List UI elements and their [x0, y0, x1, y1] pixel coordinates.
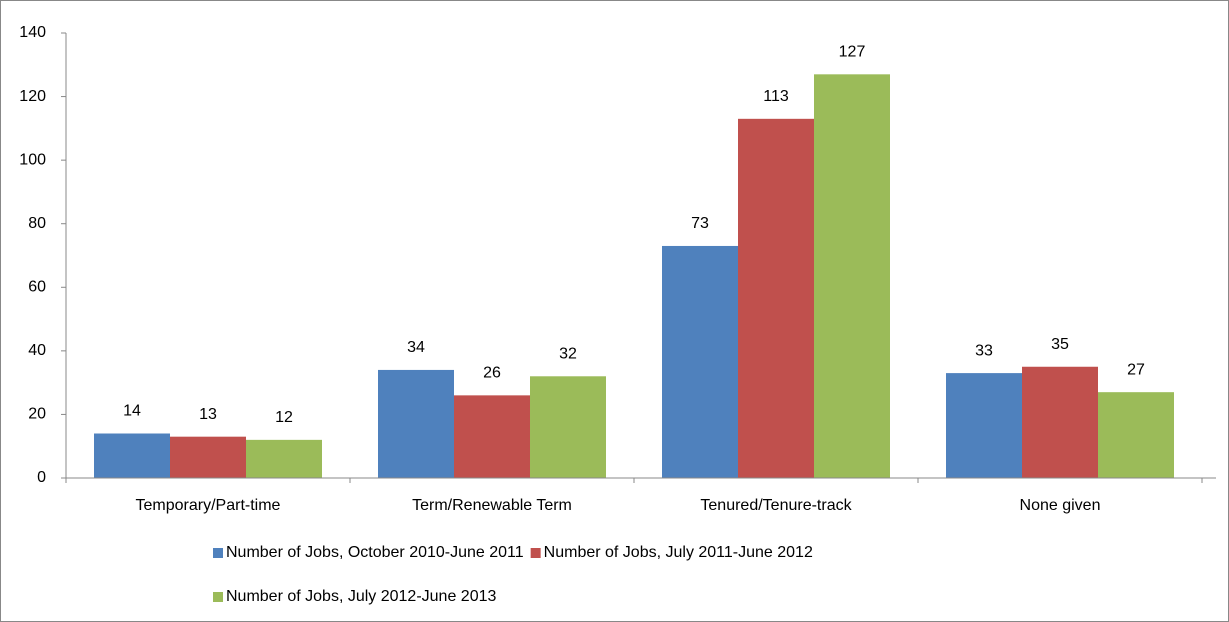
data-label: 32	[559, 346, 577, 363]
data-label: 33	[975, 342, 993, 359]
bar	[1022, 366, 1098, 478]
data-label: 113	[763, 88, 789, 105]
data-label: 34	[407, 339, 425, 356]
y-tick-label: 140	[19, 24, 46, 41]
legend-label: Number of Jobs, July 2012-June 2013	[226, 588, 496, 605]
legend-swatch	[530, 548, 541, 558]
y-tick-label: 0	[37, 469, 46, 486]
bar	[662, 245, 738, 478]
bar	[1098, 392, 1174, 478]
legend-label: Number of Jobs, July 2011-June 2012	[544, 544, 813, 561]
data-label: 73	[691, 215, 709, 232]
y-tick-label: 60	[28, 279, 46, 296]
bar	[738, 118, 814, 479]
y-tick-label: 40	[28, 342, 46, 359]
bar	[454, 395, 530, 478]
data-label: 26	[483, 365, 501, 382]
x-tick-label: Temporary/Part-time	[136, 497, 281, 514]
bar	[378, 369, 454, 478]
y-tick-label: 20	[28, 406, 46, 423]
data-label: 12	[275, 409, 293, 426]
bar	[170, 436, 246, 478]
data-label: 127	[839, 44, 866, 61]
x-tick-label: Tenured/Tenure-track	[700, 497, 852, 514]
bar	[946, 373, 1022, 478]
legend-swatch	[213, 592, 223, 602]
y-tick-label: 100	[19, 151, 46, 168]
data-label: 14	[123, 403, 141, 420]
bar	[246, 439, 322, 478]
legend-label: Number of Jobs, October 2010-June 2011	[226, 544, 524, 561]
bar	[94, 433, 170, 478]
data-label: 35	[1051, 336, 1069, 353]
bar	[814, 74, 890, 479]
data-label: 13	[199, 406, 217, 423]
data-label: 27	[1127, 361, 1145, 378]
bar	[530, 376, 606, 478]
x-tick-label: Term/Renewable Term	[412, 497, 572, 514]
y-tick-label: 80	[28, 215, 46, 232]
x-tick-label: None given	[1020, 497, 1101, 514]
y-tick-label: 120	[19, 88, 46, 105]
legend-swatch	[213, 548, 223, 558]
